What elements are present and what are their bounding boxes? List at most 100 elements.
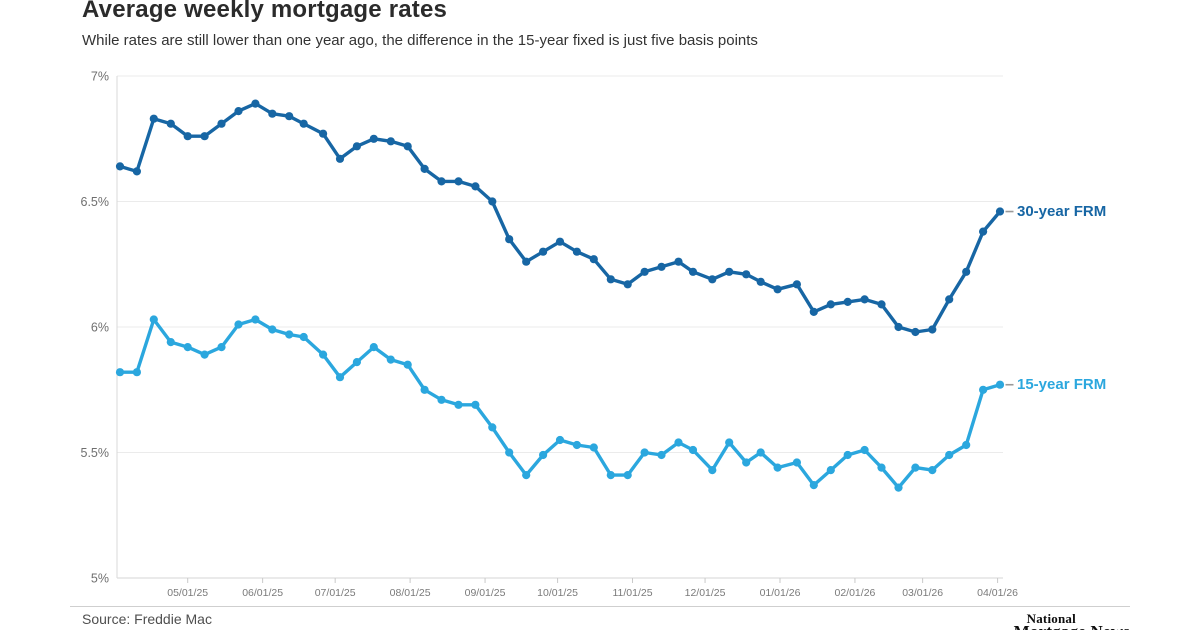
data-point-15-year-frm [674,438,683,447]
data-point-30-year-frm [335,154,345,163]
data-point-30-year-frm [268,109,277,118]
x-axis-label: 05/01/25 [167,587,208,599]
data-point-30-year-frm [505,235,514,244]
data-point-15-year-frm [894,483,903,492]
data-point-15-year-frm [488,423,497,432]
data-point-30-year-frm [894,322,903,332]
data-point-30-year-frm [928,325,937,334]
data-point-30-year-frm [572,247,582,256]
data-point-15-year-frm [200,350,209,359]
data-point-15-year-frm [979,385,988,394]
data-point-30-year-frm [911,327,920,337]
data-point-15-year-frm [756,448,765,457]
x-axis-label: 07/01/25 [315,587,356,599]
data-point-30-year-frm [773,285,782,294]
x-axis-label: 01/01/26 [760,587,801,599]
data-point-15-year-frm [792,458,802,467]
data-point-30-year-frm [843,297,852,306]
x-axis-label: 10/01/25 [537,587,578,599]
data-point-15-year-frm [843,450,852,460]
data-point-30-year-frm [403,142,412,151]
data-point-15-year-frm [166,338,175,347]
x-axis-label: 11/01/25 [612,587,652,599]
data-point-15-year-frm [299,332,308,342]
data-point-15-year-frm [268,325,277,334]
data-point-30-year-frm [792,280,802,289]
logo-line-1: National [1026,611,1076,626]
data-point-15-year-frm [319,350,328,359]
data-point-30-year-frm [860,295,869,304]
legend-label-15-year-frm: 15-year FRM [1017,375,1107,393]
x-axis-label: 03/01/26 [902,587,943,599]
data-point-15-year-frm [606,471,615,480]
data-point-15-year-frm [809,481,818,490]
data-point-30-year-frm [877,300,886,309]
data-point-30-year-frm [319,129,328,138]
data-point-30-year-frm [369,134,378,143]
data-point-15-year-frm [505,448,514,457]
data-point-30-year-frm [285,112,294,121]
data-point-15-year-frm [688,445,698,455]
data-point-15-year-frm [217,343,226,352]
data-point-15-year-frm [928,466,937,475]
data-point-15-year-frm [773,463,782,472]
data-point-15-year-frm [251,315,260,324]
page-subtitle: While rates are still lower than one yea… [82,32,758,49]
data-point-15-year-frm [877,463,886,472]
data-point-30-year-frm [454,177,463,186]
data-point-30-year-frm [183,132,192,141]
data-point-30-year-frm [606,275,615,284]
data-point-15-year-frm [386,355,395,364]
x-axis-label: 06/01/25 [242,587,283,599]
page-title: Average weekly mortgage rates [82,0,448,23]
data-point-15-year-frm [352,358,361,367]
data-point-30-year-frm [640,267,649,276]
data-point-15-year-frm [539,450,548,460]
data-point-30-year-frm [488,197,497,206]
data-point-15-year-frm [335,373,345,382]
data-point-30-year-frm [809,307,818,316]
data-point-30-year-frm [132,167,141,176]
data-point-30-year-frm [555,237,565,246]
data-point-30-year-frm [149,114,158,123]
data-point-15-year-frm [725,438,734,447]
y-axis-label: 5% [91,572,109,586]
data-point-15-year-frm [149,315,158,324]
data-point-30-year-frm [234,107,243,116]
data-point-30-year-frm [826,300,835,309]
data-point-15-year-frm [369,343,378,352]
logo-line-2: Mortgage News [1014,623,1130,630]
data-point-15-year-frm [657,450,666,460]
source-credit: Source: Freddie Mac [82,611,212,627]
data-point-30-year-frm [437,177,446,186]
data-point-15-year-frm [132,368,141,377]
legend-label-30-year-frm: 30-year FRM [1017,202,1107,220]
data-point-30-year-frm [522,257,531,266]
footer-divider [70,606,1130,607]
data-point-30-year-frm [688,267,698,276]
data-point-30-year-frm [657,262,666,271]
data-point-15-year-frm [623,471,632,480]
data-point-30-year-frm [725,267,734,276]
y-axis-label: 6.5% [81,195,110,209]
data-point-30-year-frm [471,182,480,191]
data-point-15-year-frm [115,368,125,377]
data-point-15-year-frm [572,440,582,450]
data-point-15-year-frm [945,450,954,460]
data-point-15-year-frm [437,395,446,404]
data-point-15-year-frm [420,385,429,394]
x-axis-label: 02/01/26 [835,587,876,599]
data-point-15-year-frm [742,458,751,467]
data-point-30-year-frm [708,275,717,284]
data-point-30-year-frm [742,270,751,279]
data-point-30-year-frm [217,119,226,128]
data-point-15-year-frm [708,466,717,475]
x-axis-label: 09/01/25 [465,587,506,599]
data-point-15-year-frm [962,440,971,450]
data-point-30-year-frm [166,119,175,128]
data-point-15-year-frm [589,443,598,452]
data-point-30-year-frm [420,164,429,173]
data-point-30-year-frm [962,267,971,276]
